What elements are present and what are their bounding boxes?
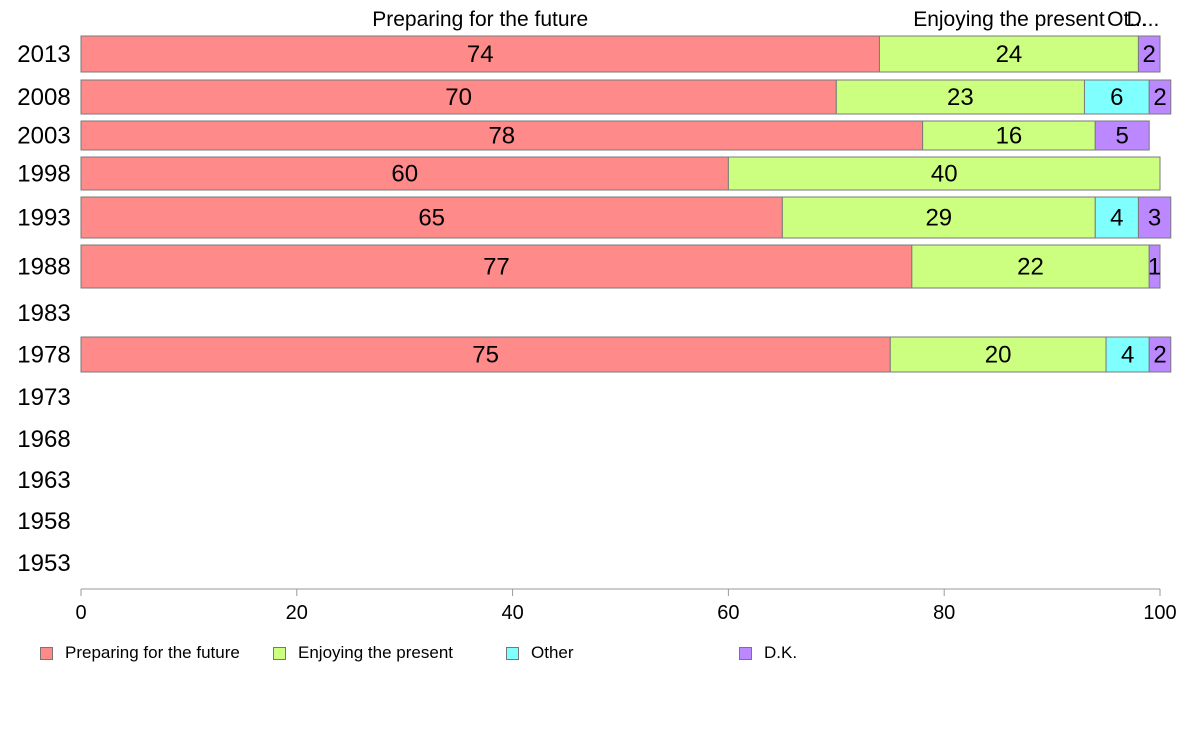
bar-2003-series-3 (1094, 120, 1150, 151)
x-tick-label-20: 20 (286, 602, 308, 624)
bar-2013-series-1 (878, 35, 1139, 73)
bar-2003-series-0 (80, 120, 924, 151)
bar-1978-series-3 (1148, 336, 1172, 373)
bar-label-2013-series-3: 2 (1143, 41, 1156, 68)
x-axis: 0 20 40 60 80 100 (75, 588, 1177, 624)
bar-1988-series-1 (911, 244, 1150, 289)
bar-2008-series-3 (1148, 79, 1172, 115)
stacked-bar-chart: Preparing for the future Enjoying the pre… (17, 8, 1177, 624)
bar-label-1993-series-1: 29 (925, 205, 952, 232)
year-label-2003: 2003 (17, 123, 70, 150)
bar-label-2008-series-0: 70 (445, 84, 472, 111)
year-label-1988: 1988 (17, 254, 70, 281)
year-label-1953: 1953 (17, 550, 70, 577)
year-label-1993: 1993 (17, 205, 70, 232)
bar-label-2008-series-1: 23 (947, 84, 974, 111)
bar-label-1988-series-1: 22 (1017, 254, 1044, 281)
bar-label-1978-series-0: 75 (472, 342, 499, 369)
bar-1978-series-1 (889, 336, 1107, 373)
year-label-1958: 1958 (17, 508, 70, 535)
bar-1988-series-3 (1148, 244, 1161, 289)
legend-swatch-3 (739, 646, 752, 660)
legend: Preparing for the future Enjoying the pre… (0, 640, 1188, 668)
bar-label-1998-series-1: 40 (931, 161, 958, 188)
bar-label-2008-series-2: 6 (1110, 84, 1123, 111)
bar-label-1988-series-0: 77 (483, 254, 510, 281)
legend-swatch-1 (273, 646, 286, 660)
bar-label-1978-series-1: 20 (985, 342, 1012, 369)
bar-2008-series-2 (1083, 79, 1150, 115)
legend-item-2: Other (506, 640, 574, 666)
year-label-2008: 2008 (17, 84, 70, 111)
legend-swatch-0 (40, 646, 53, 660)
bar-2003-series-1 (922, 120, 1096, 151)
bar-label-2013-series-0: 74 (467, 41, 494, 68)
x-tick-label-60: 60 (717, 602, 739, 624)
bar-label-2013-series-1: 24 (996, 41, 1023, 68)
column-header-2: Ot... (1107, 8, 1147, 31)
year-label-1963: 1963 (17, 467, 70, 494)
legend-label-1: Enjoying the present (298, 643, 453, 662)
year-label-2013: 2013 (17, 41, 70, 68)
legend-label-0: Preparing for the future (65, 643, 240, 662)
year-label-1983: 1983 (17, 300, 70, 327)
x-tick-label-100: 100 (1143, 602, 1176, 624)
legend-label-3: D.K. (764, 643, 798, 662)
bar-2013-series-3 (1137, 35, 1161, 73)
bar-1993-series-0 (80, 196, 783, 239)
year-label-1998: 1998 (17, 161, 70, 188)
bar-1998-series-1 (727, 156, 1161, 191)
year-label-1978: 1978 (17, 342, 70, 369)
column-header-0: Preparing for the future (372, 8, 588, 31)
bar-1978-series-2 (1105, 336, 1150, 373)
legend-item-3: D.K. (739, 640, 797, 666)
bar-1978-series-0 (80, 336, 891, 373)
bar-1993-series-3 (1137, 196, 1172, 239)
bar-label-1993-series-0: 65 (418, 205, 445, 232)
bar-label-2003-series-3: 5 (1116, 123, 1129, 150)
bar-label-2008-series-3: 2 (1153, 84, 1166, 111)
legend-swatch-2 (506, 646, 519, 660)
bar-label-1998-series-0: 60 (391, 161, 418, 188)
bar-label-2003-series-0: 78 (488, 123, 515, 150)
bar-label-2003-series-1: 16 (996, 123, 1023, 150)
year-labels: 2013 2008 2003 1998 1993 1988 1983 1978 1973 1968… (17, 41, 70, 577)
legend-label-2: Other (531, 643, 574, 662)
x-tick-label-0: 0 (75, 602, 86, 624)
x-tick-label-80: 80 (933, 602, 955, 624)
bar-label-1993-series-3: 3 (1148, 205, 1161, 232)
bar-2008-series-0 (80, 79, 837, 115)
year-label-1968: 1968 (17, 426, 70, 453)
bar-1988-series-0 (80, 244, 913, 289)
legend-item-1: Enjoying the present (273, 640, 453, 666)
bar-2008-series-1 (835, 79, 1085, 115)
column-header-1: Enjoying the present (913, 8, 1105, 31)
bar-label-1988-series-3: 1 (1148, 254, 1161, 281)
bar-label-1978-series-3: 2 (1153, 342, 1166, 369)
year-label-1973: 1973 (17, 384, 70, 411)
bar-label-1993-series-2: 4 (1110, 205, 1123, 232)
category-headers: Preparing for the future Enjoying the pre… (372, 8, 1159, 31)
bar-label-1978-series-2: 4 (1121, 342, 1134, 369)
bar-1993-series-1 (781, 196, 1096, 239)
x-tick-label-40: 40 (501, 602, 523, 624)
legend-item-0: Preparing for the future (40, 640, 240, 666)
column-header-3: D... (1127, 8, 1160, 31)
